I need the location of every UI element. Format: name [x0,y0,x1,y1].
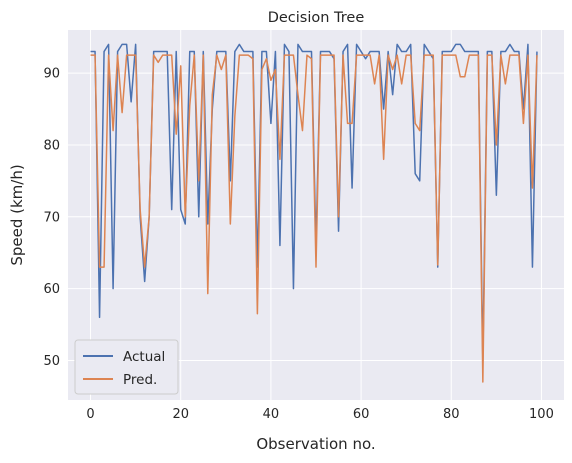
chart-title: Decision Tree [268,10,365,26]
series-lines [90,43,538,383]
legend-label-pred: Pred. [123,372,157,388]
legend: Actual Pred. [74,339,179,395]
grid [68,30,564,400]
x-tick-label: 60 [353,407,370,422]
y-tick-label: 60 [43,282,60,297]
y-tick-label: 90 [43,67,60,82]
x-axis-label: Observation no. [256,435,375,453]
tick-labels: 0 20 40 60 80 100 50 60 70 80 90 [43,67,553,422]
y-axis-label: Speed (km/h) [8,164,26,265]
x-tick-label: 0 [86,407,94,422]
series-line-pred [90,54,538,383]
x-tick-label: 100 [529,407,554,422]
x-tick-label: 40 [263,407,280,422]
legend-box [74,339,179,395]
y-tick-label: 70 [43,210,60,225]
x-tick-label: 20 [172,407,189,422]
y-tick-label: 50 [43,354,60,369]
y-tick-label: 80 [43,138,60,153]
x-tick-label: 80 [443,407,460,422]
legend-label-actual: Actual [123,349,165,365]
